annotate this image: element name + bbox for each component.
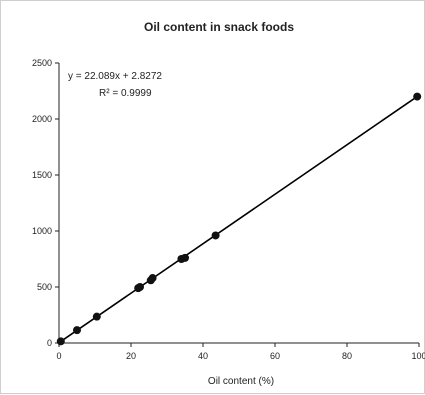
equation-label: y = 22.089x + 2.8272 bbox=[68, 71, 162, 82]
x-tick-label: 100 bbox=[411, 351, 425, 361]
y-tick-label: 1000 bbox=[32, 226, 52, 236]
y-tick-label: 1500 bbox=[32, 170, 52, 180]
data-point bbox=[149, 274, 157, 282]
data-point bbox=[413, 93, 421, 101]
x-tick-label: 0 bbox=[56, 351, 61, 361]
y-tick-label: 2500 bbox=[32, 58, 52, 68]
r-squared-label: R² = 0.9999 bbox=[99, 88, 152, 99]
data-point bbox=[136, 283, 144, 291]
x-ticks: 0 20 40 60 80 100 bbox=[56, 343, 425, 361]
x-tick-label: 20 bbox=[126, 351, 136, 361]
axes bbox=[59, 63, 419, 343]
y-tick-label: 0 bbox=[47, 338, 52, 348]
data-point bbox=[93, 313, 101, 321]
data-point bbox=[212, 231, 220, 239]
x-tick-label: 60 bbox=[270, 351, 280, 361]
y-tick-label: 500 bbox=[37, 282, 52, 292]
data-point bbox=[57, 337, 65, 345]
x-tick-label: 40 bbox=[198, 351, 208, 361]
x-axis-label: Oil content (%) bbox=[208, 376, 274, 387]
chart-title: Oil content in snack foods bbox=[144, 20, 294, 34]
y-ticks: 0 500 1000 1500 2000 2500 bbox=[32, 58, 59, 348]
data-point bbox=[181, 254, 189, 262]
x-tick-label: 80 bbox=[342, 351, 352, 361]
y-tick-label: 2000 bbox=[32, 114, 52, 124]
trendline bbox=[59, 95, 419, 342]
data-point bbox=[73, 326, 81, 334]
